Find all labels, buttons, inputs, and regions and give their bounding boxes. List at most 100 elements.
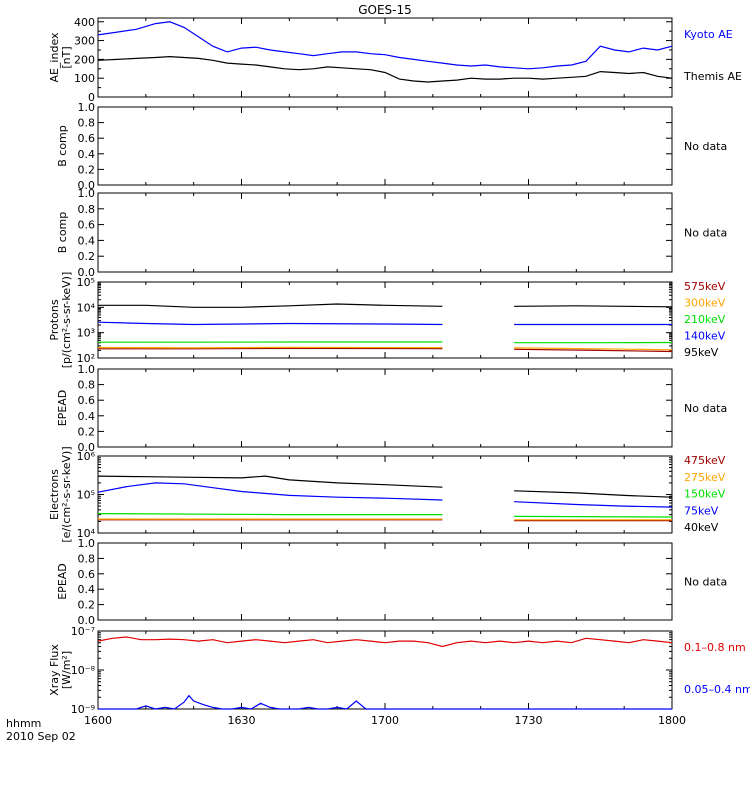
legend-label: 0.1–0.8 nm	[684, 641, 746, 654]
x-tick-label: 1700	[371, 714, 399, 727]
y-tick-label: 0.0	[78, 179, 96, 192]
y-axis-label: [p/(cm²-s-sr-keV)]	[60, 272, 73, 369]
x-tick-label: 1730	[515, 714, 543, 727]
series-line-0-05-0-4-nm	[98, 694, 672, 710]
panel-ae: 0 100 200 300 400 AE_index [nT] Kyoto AE Themis …	[48, 16, 742, 104]
y-axis-label: AE_index	[48, 32, 61, 83]
y-tick-label: 0.2	[78, 163, 96, 176]
x-axis-date-label: 2010 Sep 02	[6, 730, 76, 743]
series-line-40kev	[514, 490, 673, 498]
legend-label: Kyoto AE	[684, 28, 733, 41]
y-tick-label: 10²	[77, 352, 95, 365]
y-axis-label: [e/(cm²-s-sr-keV)]	[60, 446, 73, 542]
y-tick-label: 10³	[77, 327, 95, 340]
series-line-kyoto-ae	[97, 21, 673, 70]
y-tick-label: 0.6	[78, 219, 96, 232]
x-axis-corner-label: hhmm	[6, 717, 41, 730]
y-axis-label: Xray Flux	[48, 644, 61, 696]
y-tick-label: 10⁴	[77, 301, 96, 314]
y-tick-label: 0.8	[78, 117, 96, 130]
y-tick-label: 10⁵	[77, 489, 95, 502]
y-axis-label: [W/m²]	[60, 651, 73, 689]
series-line-300kev	[97, 346, 443, 349]
series-line-150kev	[97, 512, 443, 516]
y-tick-label: 0.8	[78, 203, 96, 216]
series-line-75kev	[514, 501, 673, 508]
y-axis-label: EPEAD	[56, 390, 69, 427]
panel-protons: 10² 10³ 10⁴ 10⁵ Protons [p/(cm²-s-sr-keV)] 575…	[48, 272, 726, 369]
x-tick-label: 1630	[228, 714, 256, 727]
legend-label: 140keV	[684, 330, 726, 343]
y-tick-label: 0.2	[78, 599, 96, 612]
series-line-140kev	[97, 321, 443, 326]
panel-bcomp1: 0.0 0.2 0.4 0.6 0.8 1.0 B comp No data	[56, 101, 727, 192]
y-tick-label: 0.0	[78, 614, 96, 627]
y-axis-label: B comp	[56, 125, 69, 167]
y-axis-label: Electrons	[48, 469, 61, 520]
series-line-themis-ae	[97, 55, 673, 83]
legend-label: 210keV	[684, 313, 726, 326]
legend-label: 75keV	[684, 504, 719, 517]
series-line-300kev	[514, 347, 673, 351]
no-data-label: No data	[684, 140, 727, 153]
panel-epead1: 0.0 0.2 0.4 0.6 0.8 1.0 EPEAD No data	[56, 363, 727, 454]
y-axis-label: EPEAD	[56, 563, 69, 600]
y-tick-label: 300	[74, 35, 95, 48]
y-tick-label: 10⁻⁹	[71, 703, 95, 716]
panel-epead2: 0.0 0.2 0.4 0.6 0.8 1.0 EPEAD No data	[56, 537, 727, 627]
legend-label: 150keV	[684, 488, 726, 501]
panel-bcomp2: 0.0 0.2 0.4 0.6 0.8 1.0 B comp No data	[56, 187, 727, 279]
x-tick-label: 1800	[658, 714, 686, 727]
no-data-label: No data	[684, 402, 727, 415]
y-tick-label: 0.6	[78, 568, 96, 581]
y-tick-label: 0.4	[78, 583, 96, 596]
y-tick-label: 10⁵	[77, 276, 95, 289]
y-axis-label: B comp	[56, 212, 69, 254]
y-tick-label: 0.4	[78, 234, 96, 247]
legend-label: 275keV	[684, 471, 726, 484]
y-tick-label: 0	[88, 91, 95, 104]
y-tick-label: 1.0	[78, 363, 96, 376]
y-tick-label: 1.0	[78, 187, 96, 200]
panels: 0 100 200 300 400 AE_index [nT] Kyoto AE Themis …	[48, 16, 750, 727]
chart-title: GOES-15	[358, 3, 412, 17]
legend-label: 575keV	[684, 280, 726, 293]
series-line-150kev	[514, 515, 673, 518]
series-line-575kev	[514, 348, 673, 353]
y-tick-label: 10⁶	[77, 450, 96, 463]
y-tick-label: 200	[74, 53, 95, 66]
series-line-95kev	[98, 303, 443, 308]
y-tick-label: 0.4	[78, 148, 96, 161]
y-tick-label: 0.0	[78, 266, 96, 279]
legend-label: Themis AE	[683, 70, 742, 83]
legend-label: 475keV	[684, 454, 726, 467]
y-tick-label: 0.4	[78, 410, 96, 423]
series-line-40kev	[97, 475, 443, 488]
y-axis-label: [nT]	[60, 46, 73, 68]
x-tick-label: 1600	[84, 714, 112, 727]
legend-label: 300keV	[684, 297, 726, 310]
panel-electrons: 10⁴ 10⁵ 10⁶ Electrons [e/(cm²-s-sr-keV)] 475k…	[48, 446, 726, 542]
y-axis-label: Protons	[48, 299, 61, 340]
y-tick-label: 10⁻⁸	[71, 664, 96, 677]
y-tick-label: 0.6	[78, 132, 96, 145]
y-tick-label: 0.8	[78, 552, 96, 565]
y-tick-label: 1.0	[78, 101, 96, 114]
y-tick-label: 1.0	[78, 537, 96, 550]
y-tick-label: 0.6	[78, 394, 96, 407]
y-tick-label: 0.0	[78, 441, 96, 454]
legend-label: 40keV	[684, 521, 719, 534]
y-tick-label: 0.2	[78, 425, 96, 438]
y-tick-label: 10⁴	[77, 527, 96, 540]
panel-xray: 10⁻⁹ 10⁻⁸ 10⁻⁷ Xray Flux [W/m²] 0.1–0.8 nm 0.0…	[48, 625, 750, 716]
series-line-95kev	[514, 305, 673, 308]
series-line-0-1-0-8-nm	[97, 636, 673, 648]
y-tick-label: 100	[74, 72, 95, 85]
y-tick-label: 0.8	[78, 379, 96, 392]
legend-label: 0.05–0.4 nm	[684, 683, 750, 696]
y-tick-label: 10⁻⁷	[71, 625, 95, 638]
legend-label: 95keV	[684, 346, 719, 359]
y-tick-label: 0.2	[78, 250, 96, 263]
